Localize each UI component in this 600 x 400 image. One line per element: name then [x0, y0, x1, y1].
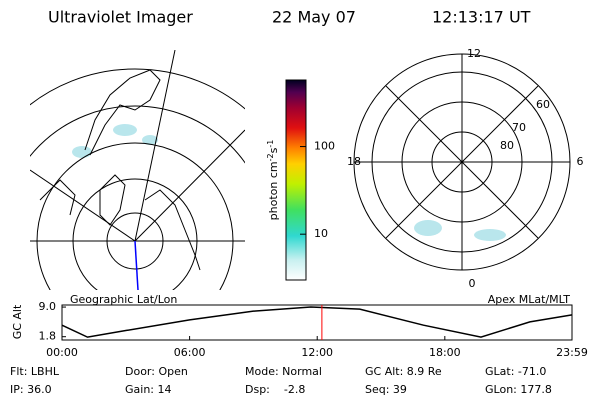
colorbar-tick-label: 100: [314, 140, 335, 153]
colorbar-label: photon cm-2s-1: [266, 140, 281, 221]
x-tick-label: 18:00: [429, 346, 461, 359]
lat-label: 80: [500, 139, 514, 152]
title: Ultraviolet Imager: [48, 8, 193, 27]
label-part: photon cm: [267, 161, 280, 220]
date: 22 May 07: [272, 8, 356, 27]
info-field: GLat: -71.0: [485, 365, 546, 378]
info-field: Seq: 39: [365, 383, 407, 396]
label-part: s: [267, 147, 280, 153]
colorbar: [285, 79, 307, 281]
lat-label: 60: [536, 98, 550, 111]
geo-map: [30, 50, 245, 290]
info-field: GC Alt: 8.9 Re: [365, 365, 442, 378]
apex-label: Apex MLat/MLT: [488, 293, 571, 306]
info-field: Gain: 14: [125, 383, 172, 396]
info-field: Mode: Normal: [245, 365, 322, 378]
x-tick-label: 00:00: [46, 346, 78, 359]
info-field: GLon: 177.8: [485, 383, 552, 396]
geo-label: Geographic Lat/Lon: [70, 293, 177, 306]
alt-frame: [61, 304, 573, 341]
x-tick-label: 06:00: [174, 346, 206, 359]
x-tick-label: 12:00: [301, 346, 333, 359]
x-tick-label: 23:59: [556, 346, 588, 359]
mlt-label: 6: [577, 155, 584, 168]
mlt-label: 12: [467, 47, 481, 60]
alt-curve: [61, 306, 573, 338]
mlt-label: 18: [347, 155, 361, 168]
label-sup: -1: [266, 140, 275, 148]
y-tick-label: 1.8: [39, 330, 57, 343]
mlt-label: 0: [469, 277, 476, 290]
colorbar-tick-label: 10: [314, 227, 328, 240]
info-field: IP: 36.0: [10, 383, 52, 396]
time: 12:13:17 UT: [432, 8, 531, 27]
info-field: Door: Open: [125, 365, 188, 378]
label-sup: -2: [266, 153, 275, 161]
y-tick-label: 9.0: [39, 300, 57, 313]
y-axis-title: GC Alt: [11, 304, 24, 339]
info-field: Dsp: -2.8: [245, 383, 305, 396]
polar-map: 80 70 60 12 18 6 0: [347, 47, 584, 290]
lat-label: 70: [512, 121, 526, 134]
info-field: Flt: LBHL: [10, 365, 60, 378]
